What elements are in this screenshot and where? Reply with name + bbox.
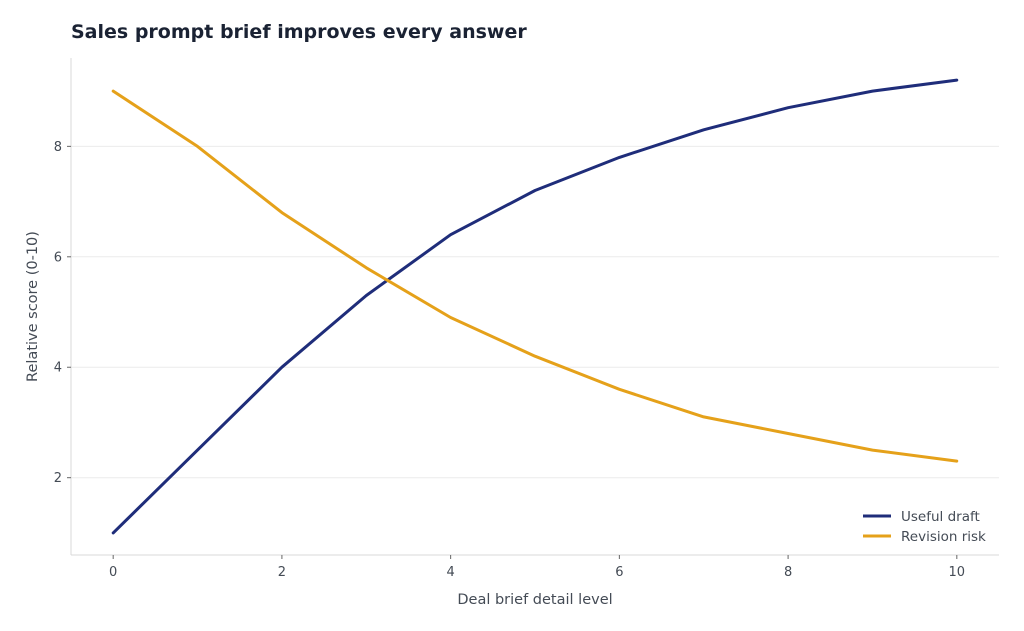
- y-tick-label: 2: [54, 471, 62, 486]
- x-tick-label: 6: [615, 565, 623, 580]
- x-axis-label: Deal brief detail level: [457, 592, 612, 608]
- x-tick-label: 4: [446, 565, 454, 580]
- series-line-0: [111, 78, 959, 535]
- legend-label-0: Useful draft: [901, 509, 980, 525]
- y-tick-label: 8: [54, 140, 62, 155]
- legend-label-1: Revision risk: [901, 529, 986, 545]
- series-line-1: [111, 89, 959, 463]
- x-tick-label: 0: [109, 565, 117, 580]
- y-axis-label: Relative score (0-10): [25, 231, 41, 382]
- legend: Useful draft Revision risk: [863, 509, 986, 545]
- x-tick-label: 8: [784, 565, 792, 580]
- x-tick-label: 10: [949, 565, 966, 580]
- y-tick-label: 6: [54, 250, 62, 265]
- chart-title: Sales prompt brief improves every answer: [71, 21, 527, 43]
- y-tick-label: 4: [54, 361, 62, 376]
- x-tick-label: 2: [278, 565, 286, 580]
